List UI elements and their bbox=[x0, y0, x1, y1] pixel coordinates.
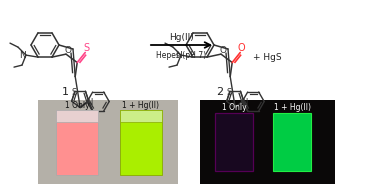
Text: N: N bbox=[20, 51, 26, 60]
Text: S: S bbox=[226, 88, 231, 97]
Text: 1 + Hg(II): 1 + Hg(II) bbox=[123, 101, 159, 109]
Text: O: O bbox=[237, 43, 245, 53]
Text: N: N bbox=[242, 98, 248, 107]
Bar bbox=[120, 110, 162, 122]
Text: 2: 2 bbox=[216, 87, 223, 97]
Bar bbox=[56, 110, 98, 175]
Bar bbox=[120, 110, 162, 175]
Bar bbox=[273, 113, 311, 171]
Bar bbox=[215, 113, 253, 171]
Text: O: O bbox=[219, 46, 226, 55]
Text: N: N bbox=[87, 98, 93, 107]
Bar bbox=[56, 110, 98, 122]
Text: N: N bbox=[175, 51, 181, 60]
Text: S: S bbox=[83, 43, 89, 53]
Text: 1 + Hg(II): 1 + Hg(II) bbox=[273, 102, 310, 112]
Text: Hepes (pH 7): Hepes (pH 7) bbox=[156, 50, 207, 60]
Bar bbox=[38, 100, 178, 184]
Text: O: O bbox=[64, 46, 72, 55]
Bar bbox=[200, 100, 335, 184]
Text: 1 Only: 1 Only bbox=[222, 102, 246, 112]
Text: 1 Only: 1 Only bbox=[64, 101, 89, 109]
Text: + HgS: + HgS bbox=[253, 53, 282, 62]
Text: Hg(II): Hg(II) bbox=[169, 33, 194, 42]
Text: 1: 1 bbox=[62, 87, 69, 97]
Text: S: S bbox=[71, 88, 76, 97]
